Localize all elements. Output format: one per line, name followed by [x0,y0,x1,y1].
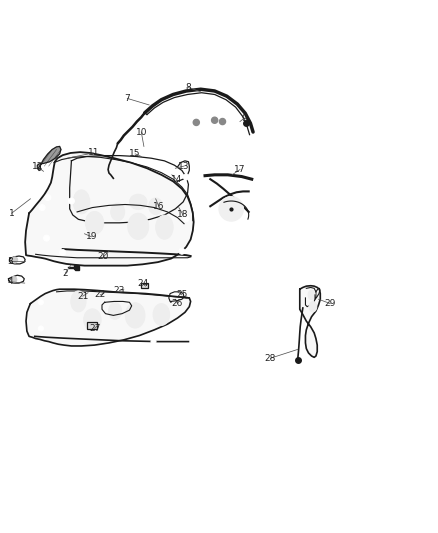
Ellipse shape [71,291,86,312]
Polygon shape [25,152,194,265]
Text: 29: 29 [325,299,336,308]
Ellipse shape [84,309,101,330]
Text: 10: 10 [135,127,147,136]
FancyBboxPatch shape [141,282,148,288]
Text: 1: 1 [9,209,14,218]
Text: 25: 25 [176,290,187,300]
Text: 24: 24 [137,279,148,288]
Text: 26: 26 [172,299,183,308]
Ellipse shape [111,203,125,221]
Circle shape [68,198,74,204]
Text: 22: 22 [95,290,106,300]
Text: 27: 27 [89,324,100,333]
Circle shape [60,249,66,256]
Text: 2: 2 [63,269,68,278]
Circle shape [45,195,51,200]
Text: 23: 23 [114,286,125,295]
Circle shape [179,248,185,254]
Ellipse shape [109,303,122,319]
Text: 28: 28 [265,354,276,362]
Text: 9: 9 [241,114,247,123]
Ellipse shape [153,304,170,326]
Circle shape [184,329,189,335]
Ellipse shape [308,290,315,300]
Circle shape [219,118,226,125]
Ellipse shape [149,198,162,215]
Ellipse shape [85,212,104,234]
Circle shape [219,197,244,221]
Circle shape [193,119,199,125]
Ellipse shape [125,303,145,328]
Circle shape [11,277,17,282]
Circle shape [39,205,45,211]
Text: 16: 16 [153,202,165,211]
Text: 11: 11 [88,149,99,157]
Polygon shape [300,286,320,357]
Text: 14: 14 [170,175,182,184]
Text: 13: 13 [178,161,190,171]
Circle shape [151,339,156,344]
Text: 19: 19 [86,232,97,241]
Circle shape [43,235,49,241]
Circle shape [212,117,218,123]
Ellipse shape [309,302,317,312]
Polygon shape [26,289,191,346]
FancyBboxPatch shape [87,322,97,329]
Text: 15: 15 [129,149,141,158]
Circle shape [38,326,43,331]
Text: 4: 4 [7,277,13,286]
Circle shape [183,215,189,222]
Circle shape [183,174,189,180]
Circle shape [12,257,18,263]
Circle shape [45,168,51,174]
Text: 12: 12 [32,163,43,172]
Text: 21: 21 [77,292,88,301]
Text: 8: 8 [186,83,191,92]
Ellipse shape [73,190,90,214]
Ellipse shape [130,194,147,209]
Ellipse shape [155,215,173,239]
Text: 7: 7 [124,94,130,103]
Text: 20: 20 [98,253,109,261]
Text: 18: 18 [177,211,189,220]
Ellipse shape [128,213,149,239]
Polygon shape [37,147,61,171]
FancyBboxPatch shape [107,174,118,182]
Circle shape [38,300,43,305]
Text: 3: 3 [7,257,13,266]
Text: 17: 17 [234,165,246,174]
